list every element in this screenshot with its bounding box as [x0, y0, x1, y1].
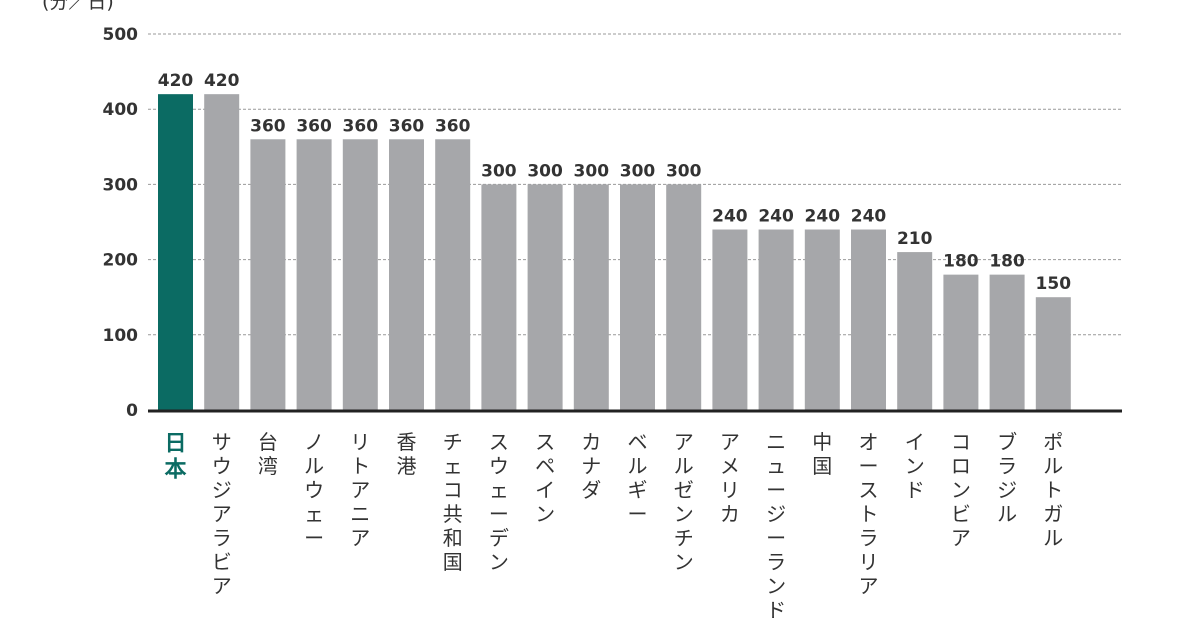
- bar: [250, 139, 286, 410]
- bar: [527, 184, 563, 410]
- y-tick-label: 0: [126, 401, 138, 421]
- bar: [481, 184, 517, 410]
- data-labels: 420 420 360 360 360 360 360 300 300 300 300 300 240 2…: [158, 71, 1071, 294]
- x-category-label: リトアニア: [350, 430, 370, 550]
- bar: [435, 139, 471, 410]
- bar: [573, 184, 609, 410]
- y-tick-label: 400: [103, 100, 139, 120]
- bar: [204, 94, 240, 410]
- bar: [620, 184, 655, 410]
- x-axis-labels: 日本 サウジアラビア 台湾 ノルウェー リトアニア 香港 チェコ共和国 スウェーデン スペイン カ…: [164, 430, 1063, 622]
- data-label: 300: [666, 161, 702, 181]
- bar: [296, 139, 332, 410]
- data-label: 300: [481, 161, 517, 181]
- data-label: 180: [989, 252, 1025, 272]
- x-category-label: インド: [905, 430, 925, 502]
- data-label: 210: [897, 229, 933, 249]
- bar: [897, 252, 933, 410]
- bar: [1035, 297, 1071, 410]
- data-label: 300: [527, 161, 563, 181]
- x-category-label: コロンビア: [951, 430, 971, 550]
- data-label: 150: [1036, 274, 1072, 294]
- data-label: 300: [620, 161, 656, 181]
- bar: [989, 274, 1025, 410]
- bar: [342, 139, 378, 410]
- data-label: 240: [758, 207, 794, 227]
- y-tick-label: 200: [103, 251, 139, 271]
- x-category-label: 中国: [812, 430, 832, 478]
- bar: [712, 229, 748, 410]
- x-category-label: ポルトガル: [1043, 430, 1063, 550]
- data-label: 240: [851, 207, 887, 227]
- data-label: 180: [943, 252, 979, 272]
- y-axis-ticks: 0 100 200 300 400 500: [103, 25, 139, 421]
- bar: [758, 229, 794, 410]
- x-category-label: 日本: [164, 432, 186, 483]
- data-label: 360: [250, 116, 286, 136]
- bar: [851, 229, 886, 410]
- y-tick-label: 100: [103, 326, 139, 346]
- x-category-label: ブラジル: [997, 430, 1017, 526]
- x-category-label: オーストラリア: [859, 430, 879, 598]
- data-label: 360: [435, 116, 471, 136]
- y-tick-label: 500: [103, 25, 139, 45]
- x-category-label: チェコ共和国: [443, 430, 463, 574]
- bar: [389, 139, 424, 410]
- bar: [943, 274, 979, 410]
- y-axis-label: (分／日): [42, 0, 114, 13]
- bar: [804, 229, 840, 410]
- data-label: 360: [343, 116, 379, 136]
- data-label: 240: [712, 207, 748, 227]
- y-tick-label: 300: [103, 175, 139, 195]
- x-category-label: ベルギー: [628, 430, 648, 526]
- bars: [158, 94, 1071, 410]
- x-category-label: カナダ: [581, 430, 601, 502]
- data-label: 300: [574, 161, 610, 181]
- x-category-label: アメリカ: [720, 430, 740, 526]
- x-category-label: ノルウェー: [304, 430, 324, 550]
- x-category-label: アルゼンチン: [674, 430, 694, 574]
- x-category-label: サウジアラビア: [212, 430, 232, 598]
- x-category-label: スウェーデン: [489, 430, 509, 574]
- x-category-label: ニュージーランド: [766, 430, 786, 622]
- x-category-label: 台湾: [258, 430, 278, 478]
- data-label: 420: [204, 71, 240, 91]
- data-label: 360: [389, 116, 425, 136]
- data-label: 420: [158, 71, 194, 91]
- x-category-label: スペイン: [535, 430, 555, 526]
- bar: [158, 94, 193, 410]
- data-label: 240: [805, 207, 841, 227]
- data-label: 360: [296, 116, 332, 136]
- bar: [666, 184, 702, 410]
- x-category-label: 香港: [397, 430, 417, 478]
